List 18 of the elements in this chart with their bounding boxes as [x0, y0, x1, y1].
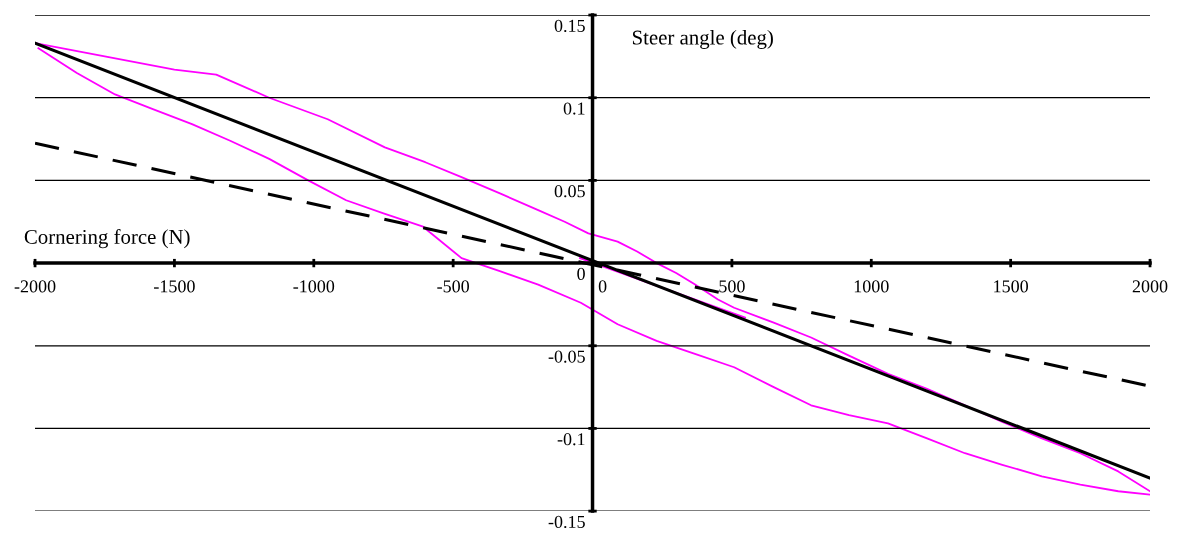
y-tick-label: -0.05	[548, 350, 585, 363]
x-tick-label: 1000	[854, 280, 889, 293]
x-tick-label: -2000	[14, 280, 56, 293]
x-tick-label: 2000	[1132, 280, 1168, 293]
x-tick-label: 1500	[994, 280, 1029, 293]
y-tick-label: 0.15	[554, 19, 585, 33]
x-tick-label: -1500	[154, 280, 195, 293]
y-axis-title: Steer angle (deg)	[632, 29, 773, 49]
x-tick-label: -500	[437, 280, 470, 293]
x-tick-label: 0	[598, 280, 607, 293]
x-axis-title: Cornering force (N)	[24, 229, 190, 249]
x-tick-label: -1000	[293, 280, 335, 293]
y-tick-label: -0.15	[548, 515, 585, 529]
y-tick-label: 0.05	[554, 185, 585, 198]
y-tick-label: 0.1	[563, 102, 585, 115]
y-tick-label: 0	[577, 267, 585, 280]
y-tick-label: -0.1	[557, 433, 585, 446]
x-tick-label: 500	[719, 280, 745, 293]
